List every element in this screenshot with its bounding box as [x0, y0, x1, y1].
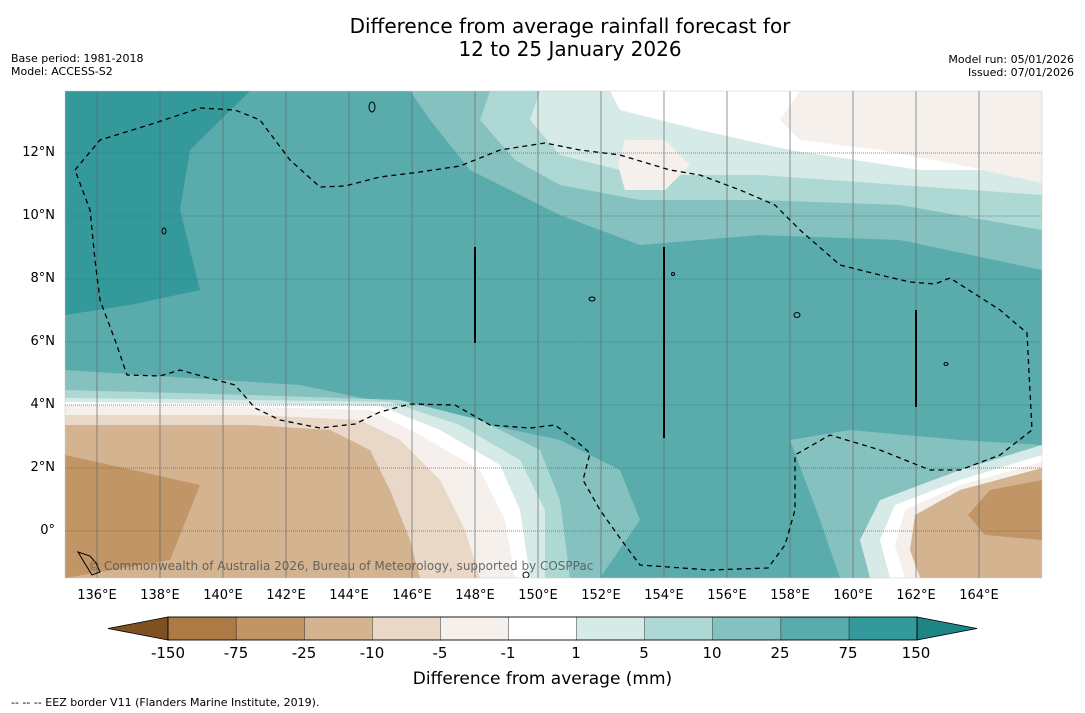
colorbar-swatch: [235, 616, 305, 641]
run-info: Model run: 05/01/2026 Issued: 07/01/2026: [948, 53, 1074, 79]
lon-label-162e: 162°E: [896, 588, 936, 603]
colorbar-label-neg75: -75: [223, 644, 249, 662]
band-25-75-central: [560, 290, 805, 345]
band-dry-25-75-southeast: [968, 480, 1042, 540]
lon-label-146e: 146°E: [392, 588, 432, 603]
band-dry-25-75-southwest: [65, 455, 200, 578]
colorbar-label-neg1: -1: [500, 644, 516, 662]
lon-label-154e: 154°E: [644, 588, 684, 603]
colorbar-frame: [167, 616, 918, 641]
colorbar-swatch: [440, 616, 510, 641]
issued-date: Issued: 07/01/2026: [967, 66, 1074, 79]
colorbar-label-10: 10: [702, 644, 722, 662]
colorbar-label-5: 5: [639, 644, 649, 662]
colorbar-swatch: [644, 616, 714, 641]
band-dry-northeast: [780, 91, 1042, 183]
colorbar-label-neg5: -5: [432, 644, 448, 662]
lat-label-8n: 8°N: [30, 271, 56, 286]
colorbar-label-150: 150: [901, 644, 931, 662]
marker-bars: [474, 247, 917, 438]
lat-label-4n: 4°N: [30, 397, 56, 412]
title-line-1: Difference from average rainfall forecas…: [349, 14, 791, 38]
lat-label-10n: 10°N: [22, 208, 55, 223]
colorbar-label-25: 25: [770, 644, 790, 662]
model-info: Base period: 1981-2018 Model: ACCESS-S2: [11, 52, 143, 78]
eez-border: [74, 107, 1033, 571]
lon-label-136e: 136°E: [77, 588, 117, 603]
colorbar-swatch: [167, 616, 237, 641]
title-line-2: 12 to 25 January 2026: [458, 37, 682, 61]
rainfall-field: [65, 91, 1042, 578]
colorbar-label-neg25: -25: [291, 644, 317, 662]
base-period: Base period: 1981-2018: [11, 52, 144, 65]
lon-label-138e: 138°E: [140, 588, 180, 603]
map-title: Difference from average rainfall forecas…: [0, 15, 1085, 61]
colorbar-label-neg150: -150: [150, 644, 186, 662]
lon-label-158e: 158°E: [770, 588, 810, 603]
model-name: Model: ACCESS-S2: [11, 65, 113, 78]
graticule-lat: [65, 152, 1042, 532]
lon-label-142e: 142°E: [266, 588, 306, 603]
lon-label-150e: 150°E: [518, 588, 558, 603]
copyright-credit: © Commonwealth of Australia 2026, Bureau…: [88, 559, 594, 573]
band-75-150-northwest: [65, 91, 250, 315]
colorbar-swatch: [780, 616, 850, 641]
map-frame: [64, 90, 1043, 579]
colorbar: [107, 616, 978, 641]
band-25-75-south-patch: [640, 410, 750, 515]
islands: [76, 101, 949, 578]
colorbar-label-neg10: -10: [359, 644, 385, 662]
band-dry-patch: [618, 140, 690, 190]
colorbar-label-1: 1: [571, 644, 581, 662]
colorbar-title: Difference from average (mm): [412, 669, 673, 689]
lon-label-148e: 148°E: [455, 588, 495, 603]
colorbar-swatch: [304, 616, 374, 641]
lon-label-156e: 156°E: [707, 588, 747, 603]
lon-label-140e: 140°E: [203, 588, 243, 603]
colorbar-swatch: [508, 616, 578, 641]
lon-label-144e: 144°E: [329, 588, 369, 603]
graticule: [96, 91, 980, 578]
lat-label-6n: 6°N: [30, 334, 56, 349]
lon-label-152e: 152°E: [581, 588, 621, 603]
colorbar-swatch: [372, 616, 442, 641]
colorbar-swatch: [712, 616, 782, 641]
model-run-date: Model run: 05/01/2026: [948, 53, 1074, 66]
eez-footnote: -- -- -- EEZ border V11 (Flanders Marine…: [11, 696, 320, 709]
colorbar-label-75: 75: [838, 644, 858, 662]
lon-label-164e: 164°E: [959, 588, 999, 603]
colorbar-extend-high: [916, 616, 978, 641]
lon-label-160e: 160°E: [833, 588, 873, 603]
colorbar-swatch: [848, 616, 918, 641]
lat-label-0: 0°: [40, 523, 55, 538]
lat-label-12n: 12°N: [22, 145, 55, 160]
colorbar-extend-low: [107, 616, 169, 641]
lat-label-2n: 2°N: [30, 460, 56, 475]
colorbar-swatches: [167, 616, 918, 641]
colorbar-swatch: [576, 616, 646, 641]
